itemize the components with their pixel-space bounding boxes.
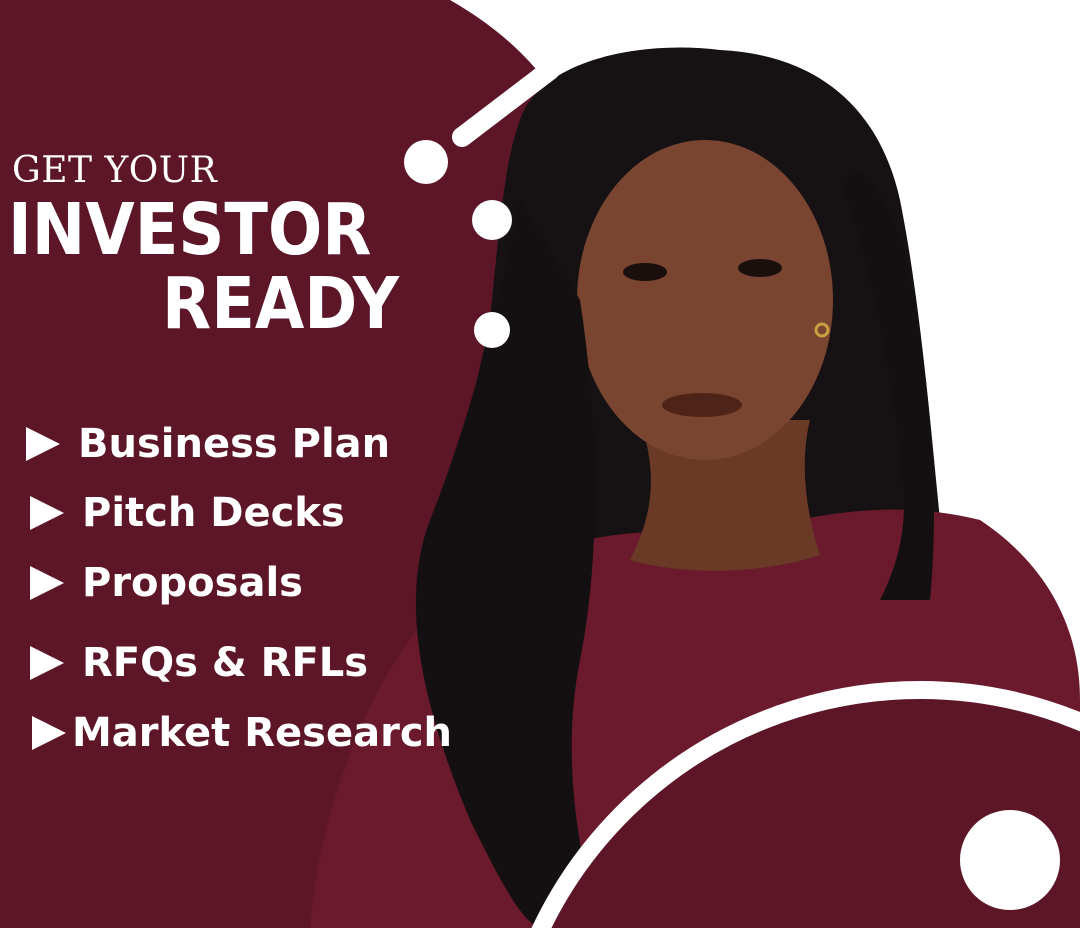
service-label: Pitch Decks — [82, 490, 345, 536]
play-triangle-icon — [30, 646, 64, 680]
eye-right — [738, 259, 782, 277]
decor-dot-1 — [404, 140, 448, 184]
face — [577, 140, 833, 460]
service-label: Market Research — [72, 710, 452, 756]
play-triangle-icon — [26, 427, 60, 461]
service-item-rfqs-rfls: RFQs & RFLs — [30, 640, 368, 686]
neck — [630, 420, 820, 571]
service-item-pitch-decks: Pitch Decks — [30, 490, 345, 536]
service-label: RFQs & RFLs — [82, 640, 369, 686]
service-label: Proposals — [82, 560, 303, 606]
service-item-proposals: Proposals — [30, 560, 303, 606]
service-label: Business Plan — [78, 421, 391, 467]
service-item-business-plan: Business Plan — [26, 421, 390, 467]
headline-ready: READY — [162, 262, 399, 345]
eye-left — [623, 263, 667, 281]
service-item-market-research: Market Research — [32, 710, 452, 756]
bottom-right-dot — [960, 810, 1060, 910]
headline-get-your: GET YOUR — [12, 150, 218, 191]
headline-investor: INVESTOR — [8, 188, 372, 271]
bottom-right-circle — [531, 681, 1080, 928]
play-triangle-icon — [32, 716, 66, 750]
hair-locks-right — [840, 170, 934, 600]
decor-white-bar — [452, 60, 560, 147]
earring — [814, 322, 830, 338]
lips — [662, 393, 742, 417]
play-triangle-icon — [30, 566, 64, 600]
decor-dot-2 — [472, 200, 512, 240]
hair-locks-left — [415, 200, 600, 928]
portrait-photo — [310, 47, 1080, 928]
play-triangle-icon — [30, 496, 64, 530]
decor-dot-3 — [474, 312, 510, 348]
